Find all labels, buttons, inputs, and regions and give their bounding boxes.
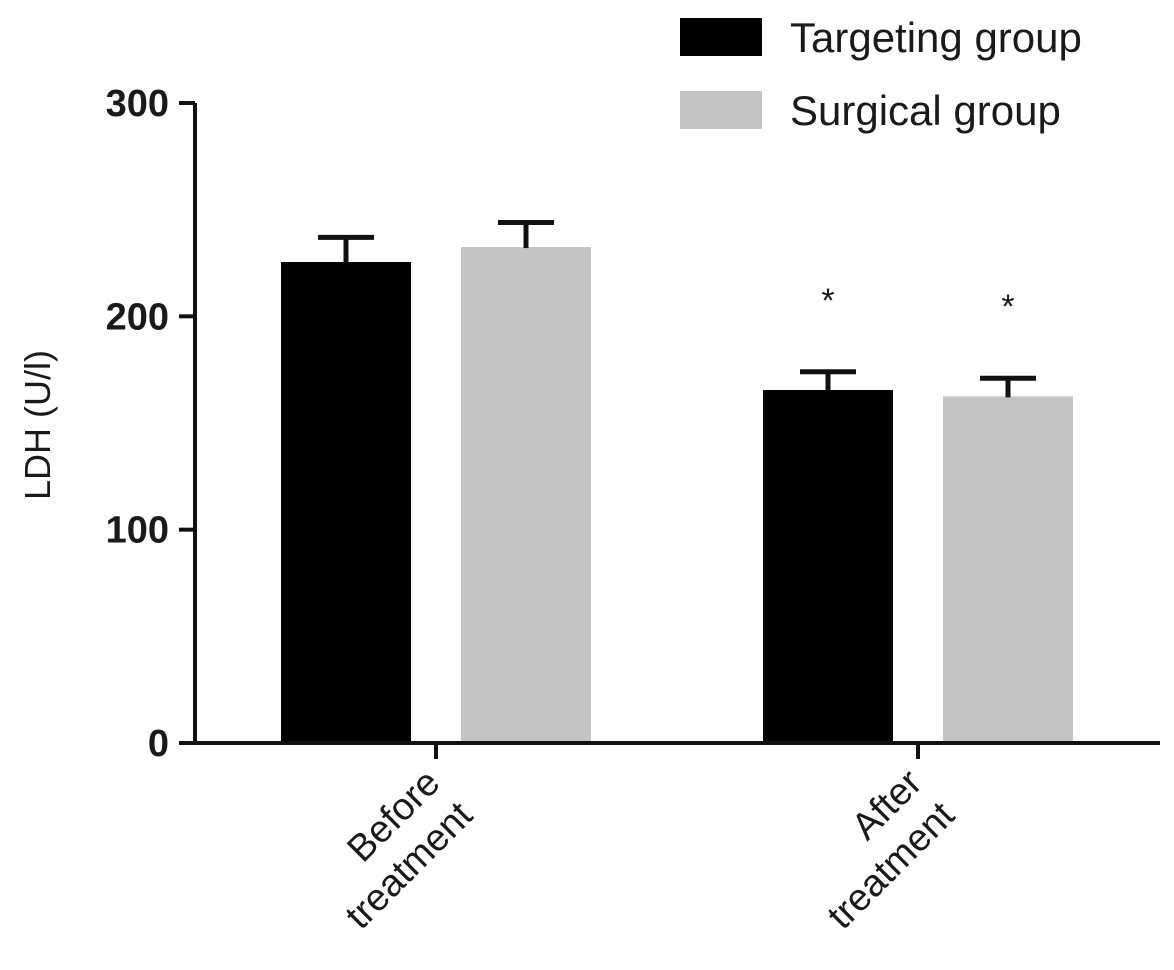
legend-label: Surgical group [790, 87, 1061, 134]
legend-label: Targeting group [790, 14, 1082, 61]
bar [943, 396, 1073, 744]
bar [461, 247, 591, 744]
x-tick-label: Beforetreatment [305, 761, 481, 937]
error-bars-layer [318, 219, 1036, 398]
significance-marker: * [1001, 288, 1014, 326]
legend-swatch [680, 18, 762, 56]
annotations-layer: * * [821, 282, 1014, 326]
legend: Targeting group Surgical group [680, 14, 1082, 134]
y-tick-label: 200 [106, 296, 169, 338]
y-tick-label: 100 [106, 510, 169, 552]
significance-marker: * [821, 282, 834, 320]
y-tick-label: 300 [106, 83, 169, 125]
bar [763, 390, 893, 744]
x-tick-label: Aftertreatment [787, 761, 963, 937]
bar [281, 262, 411, 744]
y-tick-label: 0 [148, 723, 169, 765]
bars-layer [281, 247, 1073, 744]
legend-swatch [680, 91, 762, 129]
y-axis-label: LDH (U/l) [17, 350, 58, 500]
